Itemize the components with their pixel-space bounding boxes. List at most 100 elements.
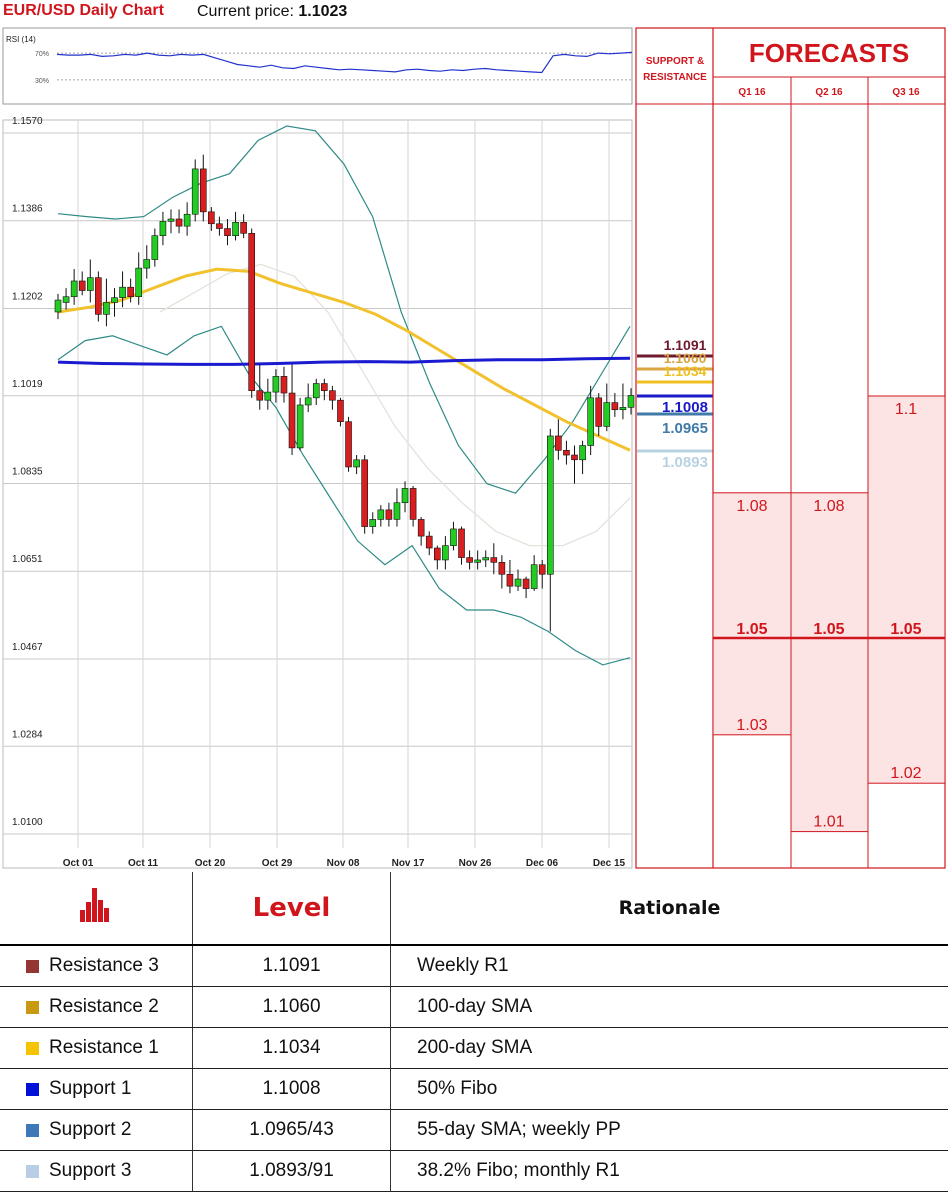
level-swatch <box>26 1123 39 1137</box>
candle-body <box>393 502 401 520</box>
table-row: Resistance 3 1.1091 Weekly R1 <box>0 945 948 987</box>
chart-canvas: RSI (14) 70% 30% 1.1570 1.1386 1.1202 1.1019 1.… <box>2 27 946 869</box>
table-row: Resistance 1 1.1034 200-day SMA <box>0 1027 948 1069</box>
level-value: 1.1034 <box>192 1027 391 1069</box>
candle-body <box>95 277 102 315</box>
candle-body <box>595 397 603 427</box>
candle-body <box>409 488 417 520</box>
candle-body <box>183 213 191 227</box>
y-tick-label: 1.0651 <box>12 554 43 565</box>
candle-body <box>312 383 320 399</box>
candle-body <box>546 435 554 575</box>
forecast-low-value: 1.01 <box>813 814 844 831</box>
level-name-cell: Support 1 <box>0 1068 193 1110</box>
sr-level-label: 1.0965 <box>662 420 708 437</box>
candle-body <box>385 509 393 520</box>
candle-body <box>264 391 272 401</box>
candle-body <box>498 562 506 575</box>
level-swatch <box>26 1000 39 1014</box>
forecasts-title: FORECASTS <box>749 38 909 68</box>
bar-chart-icon <box>78 887 114 922</box>
candle-body <box>619 407 627 411</box>
rsi-level-label: 70% <box>35 51 49 58</box>
x-tick-label: Nov 26 <box>459 858 492 869</box>
y-tick-label: 1.1386 <box>12 204 43 215</box>
bollinger-lower-line <box>57 325 631 666</box>
forecast-column-header: Q2 16 <box>815 87 843 98</box>
price-value: 1.1023 <box>298 3 348 20</box>
y-tick-label: 1.1202 <box>12 291 43 302</box>
level-column-header: Level <box>192 872 391 946</box>
candle-body <box>514 578 522 587</box>
sr-level-label: 1.1008 <box>662 399 708 416</box>
candle-body <box>232 222 239 236</box>
candle-body <box>240 222 247 234</box>
forecast-column-header: Q3 16 <box>892 87 920 98</box>
level-value: 1.0893/91 <box>192 1150 391 1192</box>
level-rationale: 55-day SMA; weekly PP <box>390 1109 948 1151</box>
candle-body <box>538 564 546 575</box>
y-tick-label: 1.0835 <box>12 467 43 478</box>
bars-icon-cell <box>0 872 193 946</box>
candle-body <box>474 559 481 563</box>
levels-table: Level Rationale Resistance 3 1.1091 Weekly… <box>0 872 948 1192</box>
level-value: 1.1091 <box>192 945 391 987</box>
candle-body <box>86 277 94 291</box>
candle-body <box>103 302 110 315</box>
candle-body <box>143 259 151 269</box>
level-name-cell: Resistance 1 <box>0 1027 193 1069</box>
candle-body <box>555 435 562 451</box>
candle-body <box>482 557 490 561</box>
candle-body <box>329 390 336 401</box>
x-tick-label: Dec 06 <box>526 858 559 869</box>
candle-body <box>199 168 207 213</box>
rsi-level-label: 30% <box>35 78 49 85</box>
candle-body <box>256 390 264 401</box>
plot-area <box>2 119 633 869</box>
current-price: Current price: 1.1023 <box>197 3 347 21</box>
x-tick-label: Oct 11 <box>128 858 158 869</box>
candle-body <box>288 392 296 449</box>
candle-body <box>425 535 433 549</box>
candle-body <box>248 232 255 391</box>
candle-body <box>62 296 70 303</box>
candle-body <box>280 376 288 394</box>
level-name: Support 3 <box>49 1160 132 1181</box>
forecast-range <box>790 492 869 833</box>
candle-body <box>321 383 328 391</box>
level-rationale: 38.2% Fibo; monthly R1 <box>390 1150 948 1192</box>
candle-body <box>191 168 199 215</box>
candle-body <box>377 509 385 520</box>
x-tick-label: Dec 15 <box>593 858 626 869</box>
forecast-mid-value: 1.05 <box>736 621 767 638</box>
candle-body <box>119 286 126 298</box>
forecast-low-value: 1.02 <box>890 765 921 782</box>
forecast-column-header: Q1 16 <box>738 87 766 98</box>
table-row: Resistance 2 1.1060 100-day SMA <box>0 986 948 1028</box>
y-tick-label: 1.1019 <box>12 379 43 390</box>
forecast-high-value: 1.1 <box>895 401 917 418</box>
candle-body <box>603 402 611 427</box>
forecast-range <box>712 492 792 736</box>
candle-body <box>159 221 167 236</box>
forecast-high-value: 1.08 <box>736 498 767 515</box>
level-name: Resistance 1 <box>49 1037 159 1058</box>
forecast-mid-value: 1.05 <box>890 621 921 638</box>
level-swatch <box>26 1164 39 1178</box>
rsi-label: RSI (14) <box>6 35 36 44</box>
candle-body <box>361 459 368 527</box>
forecast-high-value: 1.08 <box>813 498 844 515</box>
x-tick-label: Oct 01 <box>63 858 94 869</box>
level-swatch <box>26 1082 39 1096</box>
candle-body <box>296 404 304 449</box>
candle-body <box>369 519 377 527</box>
candle-body <box>151 235 159 260</box>
candle-body <box>571 454 578 461</box>
y-tick-label: 1.1570 <box>12 116 43 127</box>
candle-body <box>401 488 409 504</box>
x-tick-label: Nov 08 <box>327 858 360 869</box>
candle-body <box>587 397 594 446</box>
level-rationale: 50% Fibo <box>390 1068 948 1110</box>
candle-body <box>127 286 134 298</box>
candle-body <box>417 519 425 537</box>
